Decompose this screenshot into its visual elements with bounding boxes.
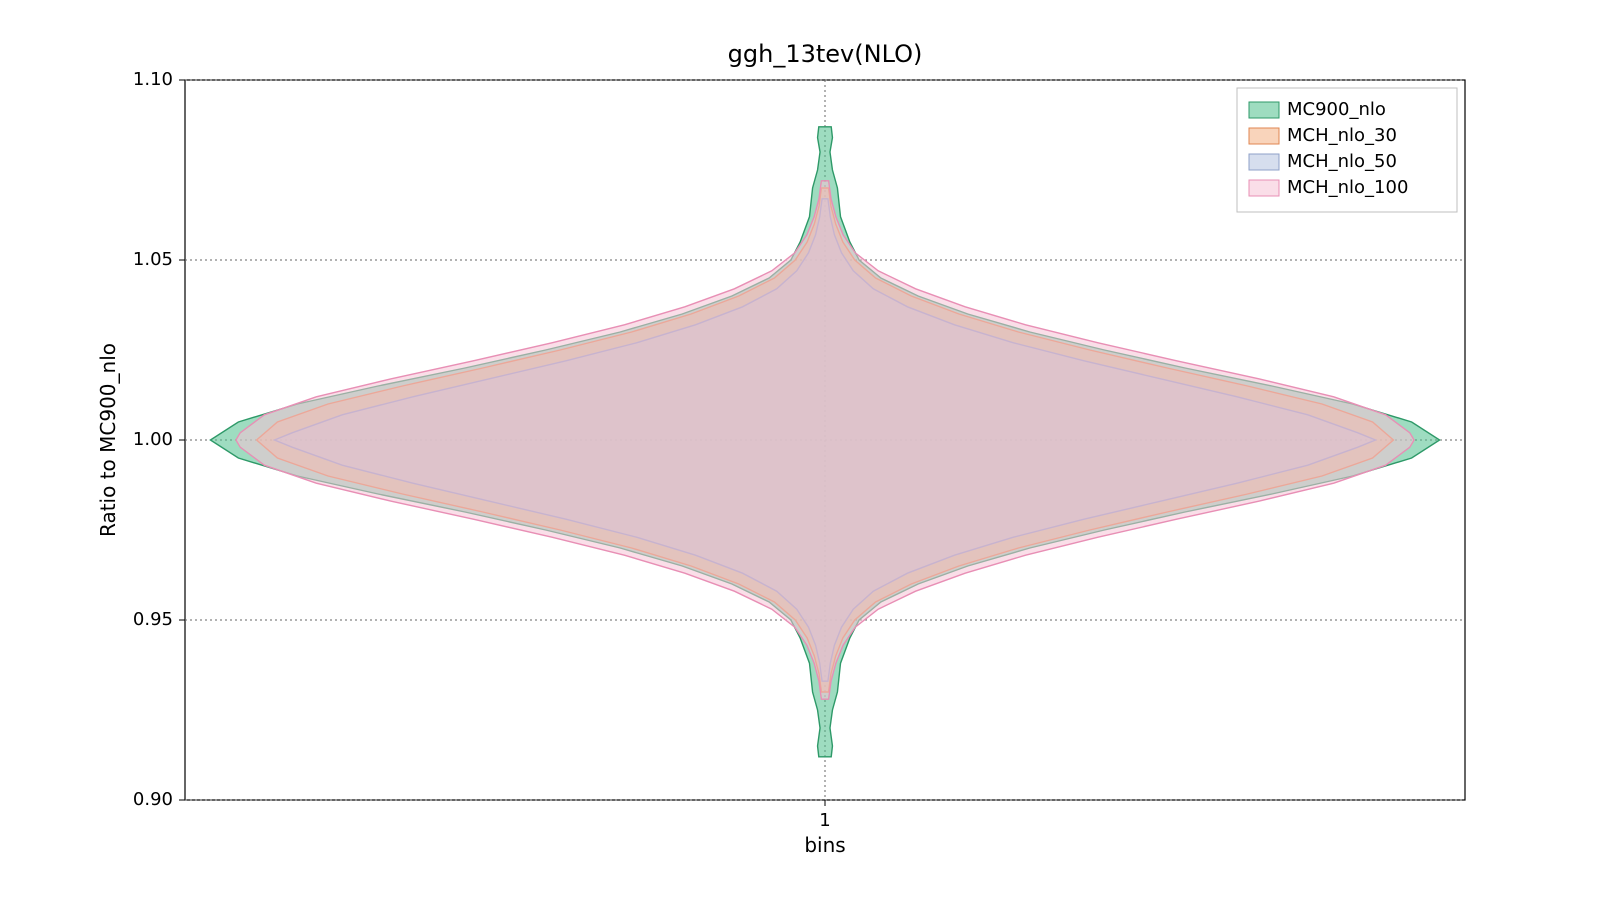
y-tick-label: 0.90 [133,789,173,810]
legend-swatch [1249,128,1279,144]
legend-label: MCH_nlo_30 [1287,125,1397,146]
legend-swatch [1249,180,1279,196]
legend-label: MCH_nlo_50 [1287,151,1397,172]
legend-swatch [1249,102,1279,118]
y-tick-label: 1.00 [133,429,173,450]
x-tick-label: 1 [819,810,830,831]
y-tick-label: 1.10 [133,69,173,90]
x-axis-label: bins [804,833,845,857]
legend-swatch [1249,154,1279,170]
y-axis-label: Ratio to MC900_nlo [96,343,120,537]
chart-title: ggh_13tev(NLO) [728,40,923,68]
legend-label: MCH_nlo_100 [1287,177,1408,198]
y-tick-label: 0.95 [133,609,173,630]
chart-svg: 0.90 0.95 1.00 1.05 1.10 1 Ratio to MC900_nlob… [0,0,1600,900]
y-tick-label: 1.05 [133,249,173,270]
legend-label: MC900_nlo [1287,99,1386,120]
legend: MC900_nlo MCH_nlo_30 MCH_nlo_50 MCH_nlo_100 [1237,88,1457,212]
chart-container: 0.90 0.95 1.00 1.05 1.10 1 Ratio to MC900_nlob… [0,0,1600,900]
